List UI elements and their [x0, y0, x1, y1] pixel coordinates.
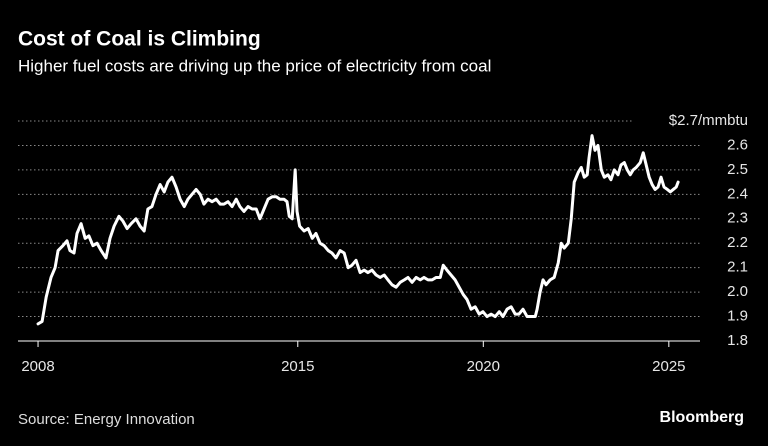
x-tick-label: 2015 — [281, 358, 314, 375]
x-tick-label: 2020 — [467, 358, 500, 375]
x-tick-label: 2008 — [21, 358, 54, 375]
source: Source: Energy Innovation — [18, 411, 195, 428]
chart-subtitle: Higher fuel costs are driving up the pri… — [18, 56, 491, 75]
y-tick-label: 2.4 — [727, 185, 748, 202]
chart-title: Cost of Coal is Climbing — [18, 28, 261, 51]
y-tick-label: 2.6 — [727, 136, 748, 153]
y-tick-label: 1.9 — [727, 308, 748, 325]
y-tick-label: 1.8 — [727, 332, 748, 349]
y-tick-label: 2.5 — [727, 161, 748, 178]
y-tick-label: 2.1 — [727, 259, 748, 276]
y-tick-label: $2.7/mmbtu — [669, 112, 748, 129]
price-line — [36, 134, 680, 326]
y-tick-label: 2.3 — [727, 210, 748, 227]
y-tick-label: 2.2 — [727, 234, 748, 251]
y-tick-label: 2.0 — [727, 283, 748, 300]
x-tick-label: 2025 — [652, 358, 685, 375]
brand: Bloomberg — [660, 409, 744, 426]
